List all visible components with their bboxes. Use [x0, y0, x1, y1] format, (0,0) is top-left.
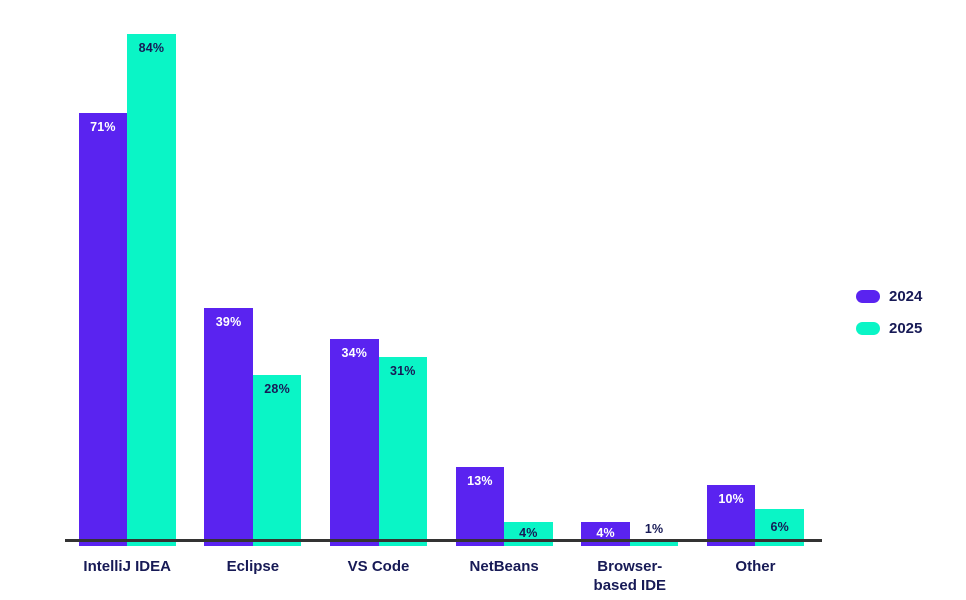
- legend-label: 2024: [889, 288, 923, 305]
- legend-label: 2025: [889, 320, 923, 337]
- legend-item-2025: 2025: [856, 320, 922, 337]
- bar-2024-vs-code: [330, 338, 379, 546]
- x-axis-label-intellij-idea: IntelliJ IDEA: [83, 558, 171, 575]
- bar-value-label: 34%: [341, 345, 368, 360]
- bar-2025-vs-code: [378, 356, 427, 546]
- bar-value-label: 28%: [264, 382, 290, 397]
- bar-value-label: 71%: [90, 119, 116, 134]
- bar-2024-other: [706, 485, 756, 546]
- bar-2025-browser-based-ide: [629, 539, 679, 546]
- bar-value-label: 84%: [138, 40, 165, 55]
- bar-value-label: 1%: [644, 521, 664, 536]
- bar-value-label: 39%: [215, 315, 242, 330]
- x-axis-line: [65, 539, 822, 542]
- bar-2025-netbeans: [504, 521, 553, 546]
- x-axis-label-other: Other: [735, 558, 776, 575]
- x-axis-label-eclipse: Eclipse: [226, 558, 280, 575]
- legend-item-2024: 2024: [856, 288, 922, 305]
- bar-value-label: 4%: [596, 526, 615, 541]
- bar-2024-netbeans: [455, 466, 505, 546]
- bar-2025-intellij-idea: [127, 33, 176, 546]
- bar-2025-eclipse: [252, 375, 302, 546]
- bar-value-label: 13%: [467, 473, 493, 488]
- bar-value-label: 10%: [718, 492, 744, 506]
- x-axis-label-browser-based-ide: Browser- based IDE: [593, 558, 667, 594]
- x-axis-label-vs-code: VS Code: [347, 558, 410, 575]
- legend-swatch-icon: [856, 290, 880, 303]
- legend: 2024 2025: [856, 288, 922, 352]
- bar-2024-intellij-idea: [78, 112, 128, 546]
- x-axis-label-netbeans: NetBeans: [469, 558, 539, 575]
- bar-value-label: 4%: [519, 526, 538, 541]
- bar-2024-browser-based-ide: [581, 521, 630, 546]
- legend-swatch-icon: [856, 322, 880, 335]
- bar-2024-eclipse: [204, 308, 253, 546]
- bar-value-label: 6%: [770, 520, 789, 535]
- bar-value-label: 31%: [389, 363, 416, 378]
